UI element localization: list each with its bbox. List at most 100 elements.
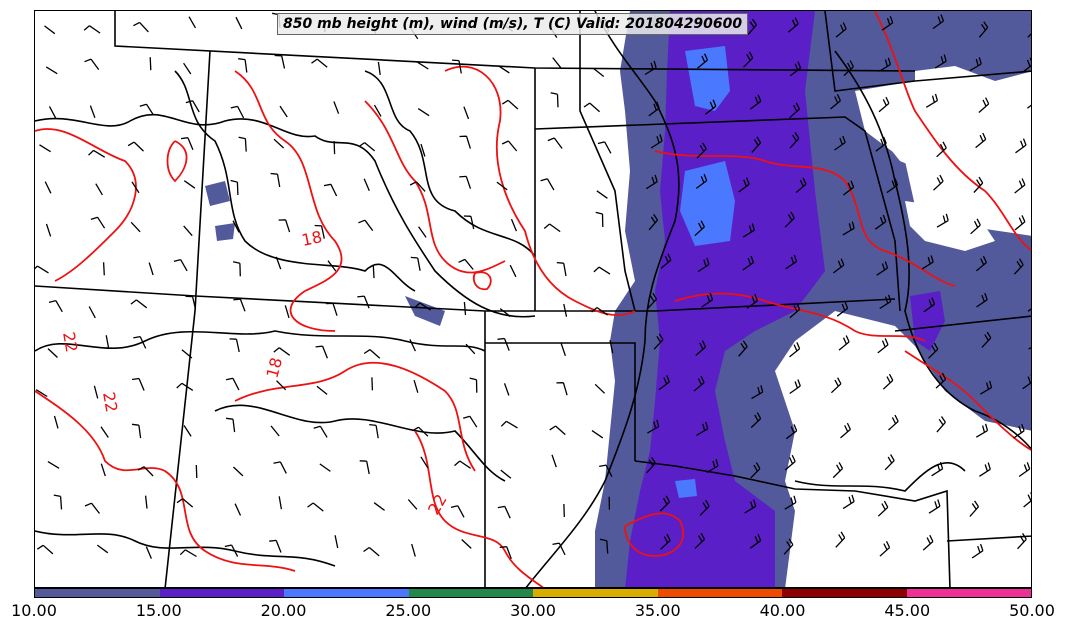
wind-barb bbox=[591, 306, 608, 316]
colorbar-segment bbox=[159, 589, 284, 597]
wind-barb bbox=[319, 463, 331, 472]
wind-barb bbox=[1013, 423, 1025, 439]
wind-barb bbox=[596, 190, 608, 199]
wind-barb bbox=[789, 61, 802, 77]
wind-barb bbox=[659, 495, 671, 512]
wind-barb bbox=[784, 495, 797, 510]
wind-barb bbox=[931, 462, 944, 477]
wind-barb bbox=[412, 426, 429, 437]
wind-barb bbox=[83, 25, 101, 34]
wind-barb bbox=[783, 538, 794, 555]
wind-barb bbox=[751, 136, 762, 153]
colorbar-tick-label: 35.00 bbox=[634, 601, 681, 620]
wind-barb bbox=[923, 297, 936, 313]
wind-barb bbox=[497, 505, 511, 519]
wind-barb bbox=[225, 377, 240, 391]
wind-barb bbox=[278, 219, 291, 233]
wind-barb bbox=[599, 538, 609, 554]
wind-barb bbox=[879, 541, 891, 557]
wind-barb bbox=[369, 423, 379, 439]
wind-barb bbox=[1013, 258, 1024, 275]
wind-barb bbox=[829, 94, 841, 110]
wind-barb bbox=[975, 423, 989, 438]
wind-barb bbox=[660, 533, 671, 550]
wind-barb bbox=[1022, 374, 1031, 390]
wind-barb bbox=[269, 539, 282, 553]
wind-barb bbox=[148, 262, 154, 276]
contour-label: 22 bbox=[59, 330, 81, 353]
wind-barb bbox=[230, 179, 239, 196]
wind-barb bbox=[1027, 24, 1031, 38]
colorbar-tick-label: 10.00 bbox=[11, 601, 57, 620]
wind-barb bbox=[410, 256, 421, 271]
wind-barb bbox=[593, 67, 605, 78]
wind-barb bbox=[978, 21, 989, 38]
wind-barb bbox=[746, 293, 759, 309]
wind-barb bbox=[363, 178, 370, 191]
wind-barb bbox=[133, 335, 147, 349]
wind-shading-20-25-north bbox=[685, 46, 730, 111]
contour-label: 22 bbox=[99, 390, 121, 413]
wind-barb bbox=[90, 216, 106, 229]
wind-barb bbox=[970, 218, 981, 235]
wind-barb bbox=[646, 456, 656, 474]
wind-barb bbox=[372, 265, 375, 279]
colorbar-segment bbox=[284, 589, 409, 597]
wind-barb bbox=[1017, 533, 1027, 550]
boundary-line bbox=[894, 315, 1031, 332]
wind-barb bbox=[183, 62, 192, 75]
wind-barb bbox=[501, 140, 518, 152]
wind-barb bbox=[694, 532, 706, 549]
wind-barb bbox=[785, 424, 798, 440]
wind-barb bbox=[976, 292, 988, 308]
wind-barb bbox=[591, 430, 604, 439]
temperature-contour bbox=[674, 292, 926, 342]
wind-shading-west-speckle bbox=[205, 181, 445, 326]
wind-barb bbox=[458, 258, 474, 270]
wind-barb bbox=[875, 136, 887, 152]
wind-barb bbox=[131, 181, 140, 194]
wind-barb bbox=[469, 377, 478, 393]
wind-barb bbox=[975, 132, 987, 149]
wind-barb bbox=[835, 531, 846, 548]
temperature-contour bbox=[234, 361, 476, 472]
wind-barb bbox=[47, 461, 60, 469]
wind-barb bbox=[149, 57, 152, 71]
wind-barb bbox=[922, 534, 934, 551]
wind-barb bbox=[647, 292, 658, 310]
wind-shading-20-25-south bbox=[675, 479, 697, 498]
wind-barb bbox=[93, 385, 99, 399]
wind-barb bbox=[96, 544, 109, 554]
wind-barb bbox=[377, 61, 381, 75]
wind-barb bbox=[137, 466, 154, 477]
wind-shading-20-25-mid bbox=[680, 161, 735, 246]
colorbar-tick-label: 15.00 bbox=[135, 601, 182, 620]
wind-barb bbox=[284, 305, 290, 319]
wind-shading-clear-patch-2 bbox=[905, 201, 995, 251]
wind-barb bbox=[102, 262, 105, 276]
wind-barb bbox=[357, 295, 370, 309]
wind-barb bbox=[274, 54, 286, 69]
wind-barb bbox=[413, 380, 419, 393]
wind-barb bbox=[503, 383, 510, 396]
wind-barb bbox=[705, 99, 717, 115]
wind-barb bbox=[276, 380, 287, 391]
boundary-line bbox=[579, 11, 636, 312]
wind-barb bbox=[234, 503, 242, 516]
colorbar-segment bbox=[533, 589, 658, 597]
wind-barb bbox=[185, 100, 200, 113]
contour-label: 18 bbox=[263, 355, 287, 380]
wind-barb bbox=[1015, 138, 1027, 154]
wind-barb bbox=[418, 226, 427, 238]
wind-barb bbox=[226, 417, 236, 433]
wind-barb bbox=[647, 419, 660, 434]
colorbar-tick-label: 40.00 bbox=[759, 601, 806, 620]
wind-barb bbox=[979, 462, 991, 477]
wind-barb bbox=[188, 16, 197, 29]
wind-barb bbox=[540, 178, 555, 191]
colorbar-tick-label: 25.00 bbox=[385, 601, 432, 620]
wind-barb bbox=[53, 494, 63, 510]
temperature-contour bbox=[166, 140, 188, 183]
temperature-contours bbox=[35, 11, 1031, 587]
wind-barb bbox=[84, 58, 100, 70]
